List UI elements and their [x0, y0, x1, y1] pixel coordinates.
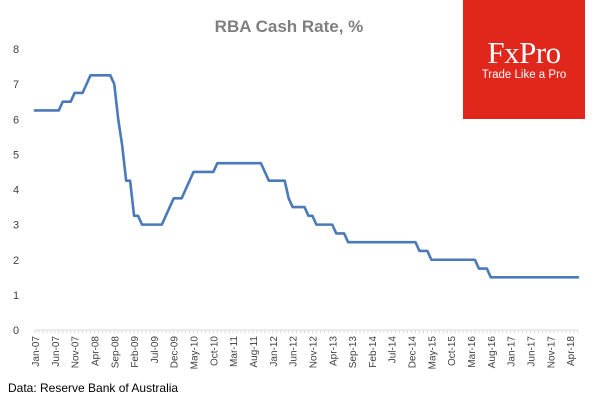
- x-tick-label: Sep-08: [110, 336, 121, 369]
- x-tick-label: Aug-11: [249, 336, 260, 368]
- x-tick-label: Dec-14: [408, 336, 419, 369]
- chart-title: RBA Cash Rate, %: [215, 17, 364, 36]
- x-tick-label: May-15: [427, 336, 438, 370]
- y-tick-label: 8: [13, 44, 19, 56]
- x-tick-label: Nov-17: [546, 336, 557, 369]
- x-tick-label: Oct-15: [447, 336, 458, 366]
- x-tick-label: Dec-09: [170, 336, 181, 369]
- y-tick-label: 2: [13, 255, 19, 267]
- x-tick-label: Mar-11: [229, 336, 240, 367]
- x-tick-label: Aug-16: [487, 336, 498, 369]
- x-tick-label: Jan-12: [269, 336, 280, 367]
- x-tick-label: May-10: [190, 336, 201, 370]
- x-tick-label: Feb-14: [368, 336, 379, 368]
- y-tick-label: 0: [13, 325, 19, 337]
- y-tick-label: 6: [13, 114, 19, 126]
- x-tick-label: Jul-09: [150, 336, 161, 364]
- data-source-note: Data: Reserve Bank of Australia: [8, 381, 179, 395]
- x-tick-label: Jun-17: [526, 336, 537, 367]
- x-tick-label: Jun-12: [289, 336, 300, 367]
- y-axis: 0 1 2 3 4 5 6 7 8: [13, 44, 19, 337]
- logo-name: FxPro: [487, 35, 561, 70]
- y-tick-label: 3: [13, 220, 19, 232]
- x-tick-label: Jan-07: [31, 336, 42, 367]
- x-axis: Jan-07 Jun-07 Nov-07 Apr-08 Sep-08 Feb-09 Jul-…: [31, 329, 579, 370]
- x-tick-label: Jun-07: [51, 336, 62, 367]
- y-tick-label: 7: [13, 79, 19, 91]
- x-tick-label: Oct-10: [209, 336, 220, 366]
- x-tick-label: Jul-14: [388, 336, 399, 364]
- y-tick-label: 4: [13, 185, 19, 197]
- fxpro-logo: FxPro Trade Like a Pro: [463, 0, 585, 119]
- x-tick-label: Nov-12: [308, 336, 319, 369]
- x-tick-label: Jan-17: [507, 336, 518, 367]
- x-tick-label: Apr-13: [328, 336, 339, 366]
- x-tick-label: Nov-07: [71, 336, 82, 369]
- y-tick-label: 1: [13, 290, 19, 302]
- x-tick-label: Apr-08: [90, 336, 101, 366]
- logo-tagline: Trade Like a Pro: [481, 69, 567, 81]
- x-tick-label: Feb-09: [130, 336, 141, 368]
- x-tick-label: Mar-16: [467, 336, 478, 368]
- series-line-cash-rate: [33, 74, 580, 279]
- series-layer: [33, 74, 580, 279]
- x-tick-label: Sep-13: [348, 336, 359, 369]
- y-tick-label: 5: [13, 149, 19, 161]
- x-tick-label: Apr-18: [566, 336, 577, 366]
